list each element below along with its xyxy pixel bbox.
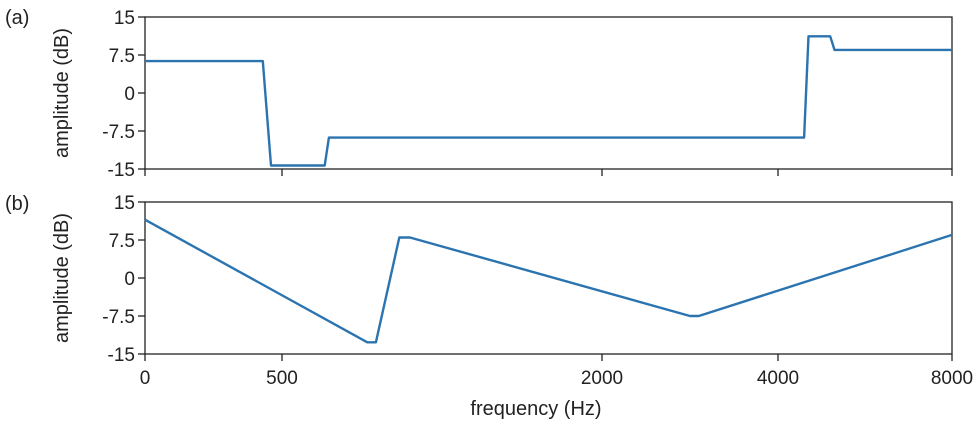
panel-a-ytick-label: 7.5 (109, 46, 135, 67)
panel-b-ytick-label: 0 (124, 269, 135, 290)
panel-b-ylabel: amplitude (dB) (51, 213, 73, 343)
panel-b-series-line (144, 218, 953, 344)
panel-a-ylabel: amplitude (dB) (51, 28, 73, 158)
panel-b-xtick-label: 4000 (757, 368, 799, 389)
panel-b-xtick-label: 0 (140, 368, 151, 389)
panel-a-ytick-label: 15 (114, 8, 135, 29)
panel-a-frame (144, 16, 953, 170)
panel-b-label: (b) (5, 193, 29, 215)
panel-b-ytick-label: -7.5 (102, 307, 135, 328)
panel-b-xtick-label: 2000 (581, 368, 623, 389)
panel-a-ytick-label: -15 (108, 160, 135, 181)
panel-b-xtick-label: 8000 (931, 368, 973, 389)
panel-b-xtick-label: 500 (266, 368, 298, 389)
panel-b-ytick-label: 7.5 (109, 231, 135, 252)
panel-b-ytick-label: -15 (108, 345, 135, 366)
panel-a-label: (a) (5, 7, 29, 29)
panel-a-series-line (145, 35, 952, 167)
panel-b-frame (144, 201, 953, 355)
panel-a-xticks (144, 169, 953, 176)
panel-b-xticks: 0 500 2000 4000 8000 (140, 354, 973, 389)
panel-a-ytick-label: 0 (124, 84, 135, 105)
panel-b: (b) amplitude (dB) 15 7.5 0 -7.5 -15 0 500 200… (5, 193, 973, 420)
panel-a-yticks: 15 7.5 0 -7.5 -15 (102, 8, 145, 181)
panel-b-yticks: 15 7.5 0 -7.5 -15 (102, 193, 145, 366)
panel-b-xlabel: frequency (Hz) (470, 398, 601, 420)
panel-a-ytick-label: -7.5 (102, 122, 135, 143)
panel-b-ytick-label: 15 (114, 193, 135, 214)
panel-a: (a) amplitude (dB) 15 7.5 0 -7.5 -15 (5, 7, 953, 181)
